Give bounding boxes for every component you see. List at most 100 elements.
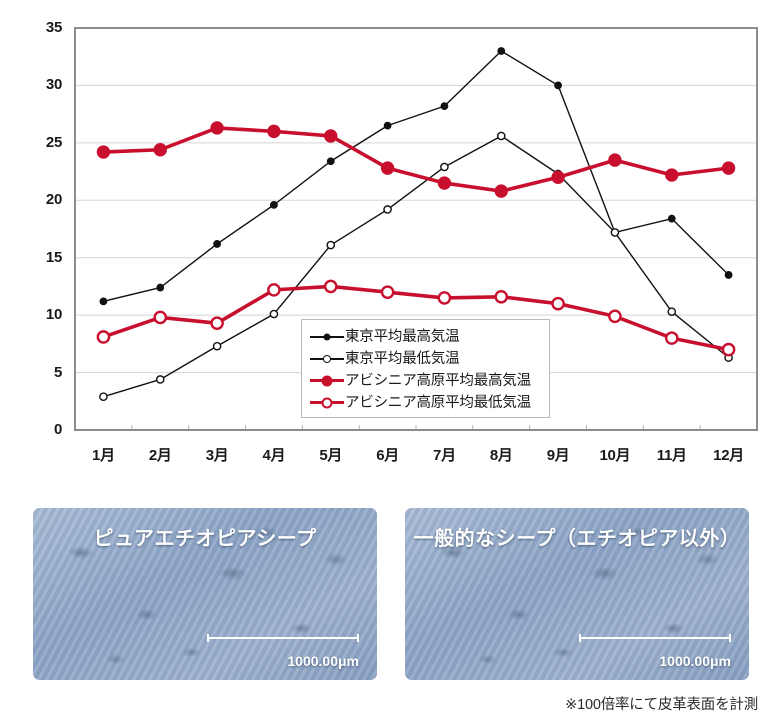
- data-point: [156, 283, 165, 292]
- y-tick-label: 20: [45, 191, 62, 209]
- series-3: [96, 121, 736, 198]
- x-tick-label: 10月: [599, 447, 631, 464]
- legend-item-1: 東京平均最高気温: [310, 326, 549, 348]
- data-point: [99, 392, 108, 401]
- plot-border: [74, 27, 758, 431]
- data-point: [667, 214, 676, 223]
- data-point: [383, 205, 392, 214]
- y-tick-label: 25: [45, 133, 62, 151]
- legend-label: 東京平均最低気温: [345, 350, 460, 367]
- data-point: [551, 170, 565, 185]
- data-point: [496, 131, 506, 141]
- data-point: [267, 283, 281, 297]
- data-point: [554, 81, 562, 90]
- microscope-comparison: ピュアエチオピアシープ 1000.00μm 一般的なシープ（エチオピア以外） 1…: [0, 508, 780, 723]
- legend-marker-black-open-icon: [323, 355, 331, 363]
- series-line: [102, 50, 730, 303]
- panel-general-sheep: 一般的なシープ（エチオピア以外） 1000.00μm: [405, 508, 749, 680]
- panel-pure-ethiopia-sheep: ピュアエチオピアシープ 1000.00μm: [33, 508, 377, 680]
- data-point: [153, 310, 168, 325]
- leather-surface-image-right: [405, 508, 749, 680]
- y-tick-label: 0: [53, 421, 62, 438]
- data-point: [210, 316, 224, 330]
- scale-bar-right: [579, 634, 731, 642]
- x-tick-label: 4月: [262, 447, 286, 464]
- scale-label-left: 1000.00μm: [287, 653, 359, 669]
- data-point: [664, 331, 679, 345]
- x-tick-label: 6月: [376, 447, 399, 464]
- data-point: [267, 124, 281, 139]
- data-point: [96, 145, 111, 159]
- x-tick-label: 7月: [433, 447, 456, 464]
- data-point: [667, 307, 677, 316]
- data-point: [724, 271, 733, 279]
- legend-key: [310, 396, 344, 410]
- y-tick-label: 35: [45, 19, 62, 36]
- x-tick-label: 5月: [319, 447, 343, 464]
- y-tick-label: 5: [53, 363, 62, 381]
- x-tick-label: 9月: [546, 447, 570, 464]
- data-point: [383, 121, 392, 130]
- data-point: [610, 228, 620, 237]
- x-tick-label: 2月: [148, 447, 172, 464]
- legend-label: アビシニア高原平均最低気温: [345, 394, 531, 411]
- data-point: [99, 297, 108, 306]
- data-point: [155, 375, 165, 384]
- data-point: [721, 161, 736, 175]
- x-tick-label: 1月: [92, 447, 115, 464]
- chart-legend: 東京平均最高気温 東京平均最低気温アビシニア高原平均最高気温アビシニア高原平均最低…: [301, 319, 550, 418]
- legend-marker-red-filled-icon: [321, 375, 333, 387]
- x-tick-label: 12月: [713, 447, 744, 464]
- data-point: [270, 200, 278, 209]
- data-point: [213, 240, 221, 248]
- data-point: [608, 309, 622, 324]
- data-point: [96, 330, 111, 344]
- legend-marker-red-open-icon: [321, 397, 333, 409]
- data-point: [326, 240, 336, 250]
- data-point: [437, 291, 452, 305]
- legend-item-2: 東京平均最低気温: [310, 348, 549, 370]
- data-point: [323, 279, 338, 294]
- data-point: [551, 296, 565, 311]
- y-tick-label: 15: [45, 248, 62, 266]
- y-tick-label: 30: [45, 76, 62, 94]
- scale-bar-left: [207, 634, 359, 642]
- legend-key: [310, 352, 344, 366]
- data-point: [380, 285, 395, 299]
- temperature-line-chart: 0 5 10 15 20 25 30 35 1月 2月 3月 4月 5月 6月 7月 8月 9月 10月 11月 1…: [45, 19, 758, 464]
- y-tick-label: 10: [45, 306, 62, 324]
- data-point: [440, 162, 449, 172]
- legend-key: [310, 374, 344, 388]
- series-line: [101, 284, 731, 352]
- data-point: [380, 161, 395, 175]
- data-point: [494, 184, 508, 198]
- leather-surface-image-left: [33, 508, 377, 680]
- measurement-footnote: ※100倍率にて皮革表面を計測: [565, 697, 758, 713]
- data-point: [437, 176, 452, 190]
- data-point: [494, 289, 509, 304]
- data-point: [326, 157, 335, 166]
- data-point: [212, 341, 222, 351]
- data-point: [324, 129, 338, 143]
- series-line: [101, 126, 731, 193]
- data-point: [608, 153, 622, 167]
- series-4: [96, 279, 736, 357]
- legend-label: 東京平均最高気温: [345, 328, 460, 345]
- legend-marker-black-filled-icon: [323, 333, 331, 341]
- data-point: [497, 47, 506, 55]
- series-line: [102, 135, 730, 398]
- data-point: [210, 121, 224, 135]
- data-point: [269, 309, 279, 319]
- x-tick-label: 11月: [656, 447, 687, 464]
- panel-right-title: 一般的なシープ（エチオピア以外）: [413, 528, 741, 550]
- legend-item-4: アビシニア高原平均最低気温: [310, 392, 549, 414]
- data-point: [721, 342, 736, 357]
- panel-left-title: ピュアエチオピアシープ: [93, 528, 317, 550]
- data-point: [665, 168, 679, 182]
- data-point: [153, 143, 167, 157]
- legend-item-3: アビシニア高原平均最高気温: [310, 370, 549, 392]
- data-point: [440, 102, 449, 111]
- scale-label-right: 1000.00μm: [659, 653, 731, 669]
- legend-key: [310, 330, 344, 344]
